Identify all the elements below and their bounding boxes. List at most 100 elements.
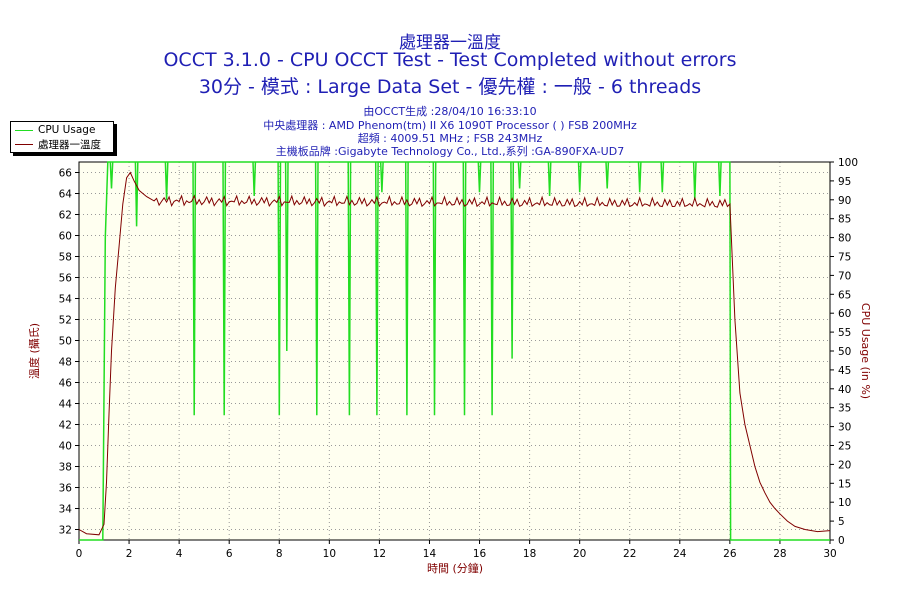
y-right-tick-label: 15	[838, 478, 851, 490]
y-right-tick-label: 5	[838, 516, 845, 528]
cpu-usage-dip	[347, 161, 352, 416]
y-right-tick-label: 50	[838, 346, 851, 358]
y-left-tick-label: 62	[59, 210, 72, 222]
x-tick-label: 0	[76, 548, 83, 560]
cpu-usage-dip	[109, 161, 114, 189]
y-left-tick-label: 44	[59, 399, 73, 411]
y-axis-right-label: CPU Usage (in %)	[859, 303, 872, 399]
info-overclock: 超頻 : 4009.51 MHz ; FSB 243MHz	[357, 132, 543, 145]
x-tick-label: 20	[573, 548, 586, 560]
x-axis-label: 時間 (分鐘)	[427, 561, 483, 575]
cpu-usage-dip	[605, 161, 610, 189]
y-right-tick-label: 55	[838, 327, 851, 339]
cpu-usage-dip	[379, 161, 384, 193]
y-right-tick-label: 0	[838, 535, 845, 547]
chart-subtitle-mode: 30分 - 模式 : Large Data Set - 優先權 : 一般 - 6…	[198, 76, 702, 98]
cpu-usage-dip	[277, 161, 282, 416]
x-tick-label: 4	[176, 548, 183, 560]
cpu-usage-dip	[284, 161, 289, 352]
y-right-tick-label: 75	[838, 252, 851, 264]
cpu-usage-dip	[432, 161, 437, 416]
y-right-tick-label: 90	[838, 195, 851, 207]
y-left-tick-label: 50	[59, 336, 72, 348]
y-left-tick-label: 46	[59, 378, 73, 390]
series-line-temperature	[78, 171, 831, 536]
y-right-tick-label: 85	[838, 214, 851, 226]
x-tick-label: 26	[723, 548, 737, 560]
cpu-usage-dip	[510, 161, 515, 359]
y-axis-left-label: 溫度 (攝氏)	[27, 323, 41, 379]
y-right-tick-label: 30	[838, 422, 851, 434]
cpu-usage-dip	[374, 161, 379, 416]
cpu-usage-dip	[517, 161, 522, 189]
x-tick-label: 18	[523, 548, 536, 560]
x-tick-label: 6	[226, 548, 233, 560]
y-left-tick-label: 48	[59, 357, 72, 369]
x-tick-label: 12	[373, 548, 386, 560]
cpu-usage-dip	[314, 161, 319, 416]
cpu-usage-dip	[717, 161, 722, 197]
y-right-tick-label: 70	[838, 270, 851, 282]
cpu-usage-dip	[692, 161, 697, 200]
y-right-tick-label: 95	[838, 176, 851, 188]
legend-label-temperature: 處理器一溫度	[38, 138, 101, 151]
plot-area	[79, 162, 830, 540]
y-right-tick-label: 35	[838, 403, 851, 415]
legend-item-temperature: 處理器一溫度	[15, 137, 101, 151]
cpu-usage-dip	[660, 161, 665, 193]
y-left-tick-label: 36	[59, 483, 73, 495]
x-tick-label: 16	[473, 548, 487, 560]
legend: CPU Usage 處理器一溫度	[10, 121, 114, 153]
cpu-usage-dip	[637, 161, 642, 193]
cpu-usage-dip	[252, 161, 257, 197]
y-right-tick-label: 65	[838, 289, 851, 301]
y-left-tick-label: 60	[59, 231, 72, 243]
y-left-tick-label: 38	[59, 462, 72, 474]
legend-label-cpu-usage: CPU Usage	[38, 124, 96, 136]
legend-swatch-temperature	[15, 143, 33, 145]
y-left-tick-label: 40	[59, 441, 72, 453]
x-tick-label: 10	[323, 548, 336, 560]
y-left-tick-label: 34	[59, 504, 73, 516]
cpu-usage-dip	[222, 161, 227, 416]
x-tick-label: 14	[423, 548, 437, 560]
x-tick-label: 30	[823, 548, 836, 560]
cpu-usage-dip	[462, 161, 467, 416]
y-left-tick-label: 66	[59, 168, 73, 180]
y-left-tick-label: 58	[59, 252, 72, 264]
cpu-usage-dip	[577, 161, 582, 193]
x-tick-label: 8	[276, 548, 283, 560]
y-left-tick-label: 32	[59, 525, 72, 537]
info-motherboard: 主機板品牌 :Gigabyte Technology Co., Ltd.,系列 …	[275, 145, 625, 158]
x-tick-label: 22	[623, 548, 636, 560]
y-right-tick-label: 20	[838, 459, 851, 471]
series-line-cpu-usage	[79, 161, 830, 541]
y-left-tick-label: 42	[59, 420, 72, 432]
cpu-usage-dip	[164, 161, 169, 200]
y-left-tick-label: 56	[59, 273, 73, 285]
info-cpu: 中央處理器 : AMD Phenom(tm) II X6 1090T Proce…	[263, 119, 637, 132]
y-right-tick-label: 25	[838, 441, 851, 453]
y-right-tick-label: 100	[838, 157, 858, 169]
chart-title: 處理器一溫度	[399, 33, 501, 53]
x-tick-label: 28	[773, 548, 786, 560]
legend-swatch-cpu-usage	[15, 129, 33, 131]
x-tick-label: 2	[126, 548, 133, 560]
y-left-tick-label: 54	[59, 294, 73, 306]
legend-item-cpu-usage: CPU Usage	[15, 123, 95, 137]
cpu-usage-dip	[547, 161, 552, 197]
series-group	[78, 161, 831, 541]
y-right-tick-label: 60	[838, 308, 851, 320]
chart-subtitle-test: OCCT 3.1.0 - CPU OCCT Test - Test Comple…	[163, 49, 737, 71]
cpu-usage-dip	[404, 161, 409, 416]
cpu-usage-dip	[192, 161, 197, 416]
x-tick-label: 24	[673, 548, 687, 560]
y-right-tick-label: 10	[838, 497, 851, 509]
y-left-tick-label: 52	[59, 315, 72, 327]
y-right-tick-label: 40	[838, 384, 851, 396]
cpu-usage-dip	[477, 161, 482, 193]
y-right-tick-label: 45	[838, 365, 851, 377]
cpu-usage-dip	[490, 161, 495, 416]
y-right-tick-label: 80	[838, 233, 851, 245]
